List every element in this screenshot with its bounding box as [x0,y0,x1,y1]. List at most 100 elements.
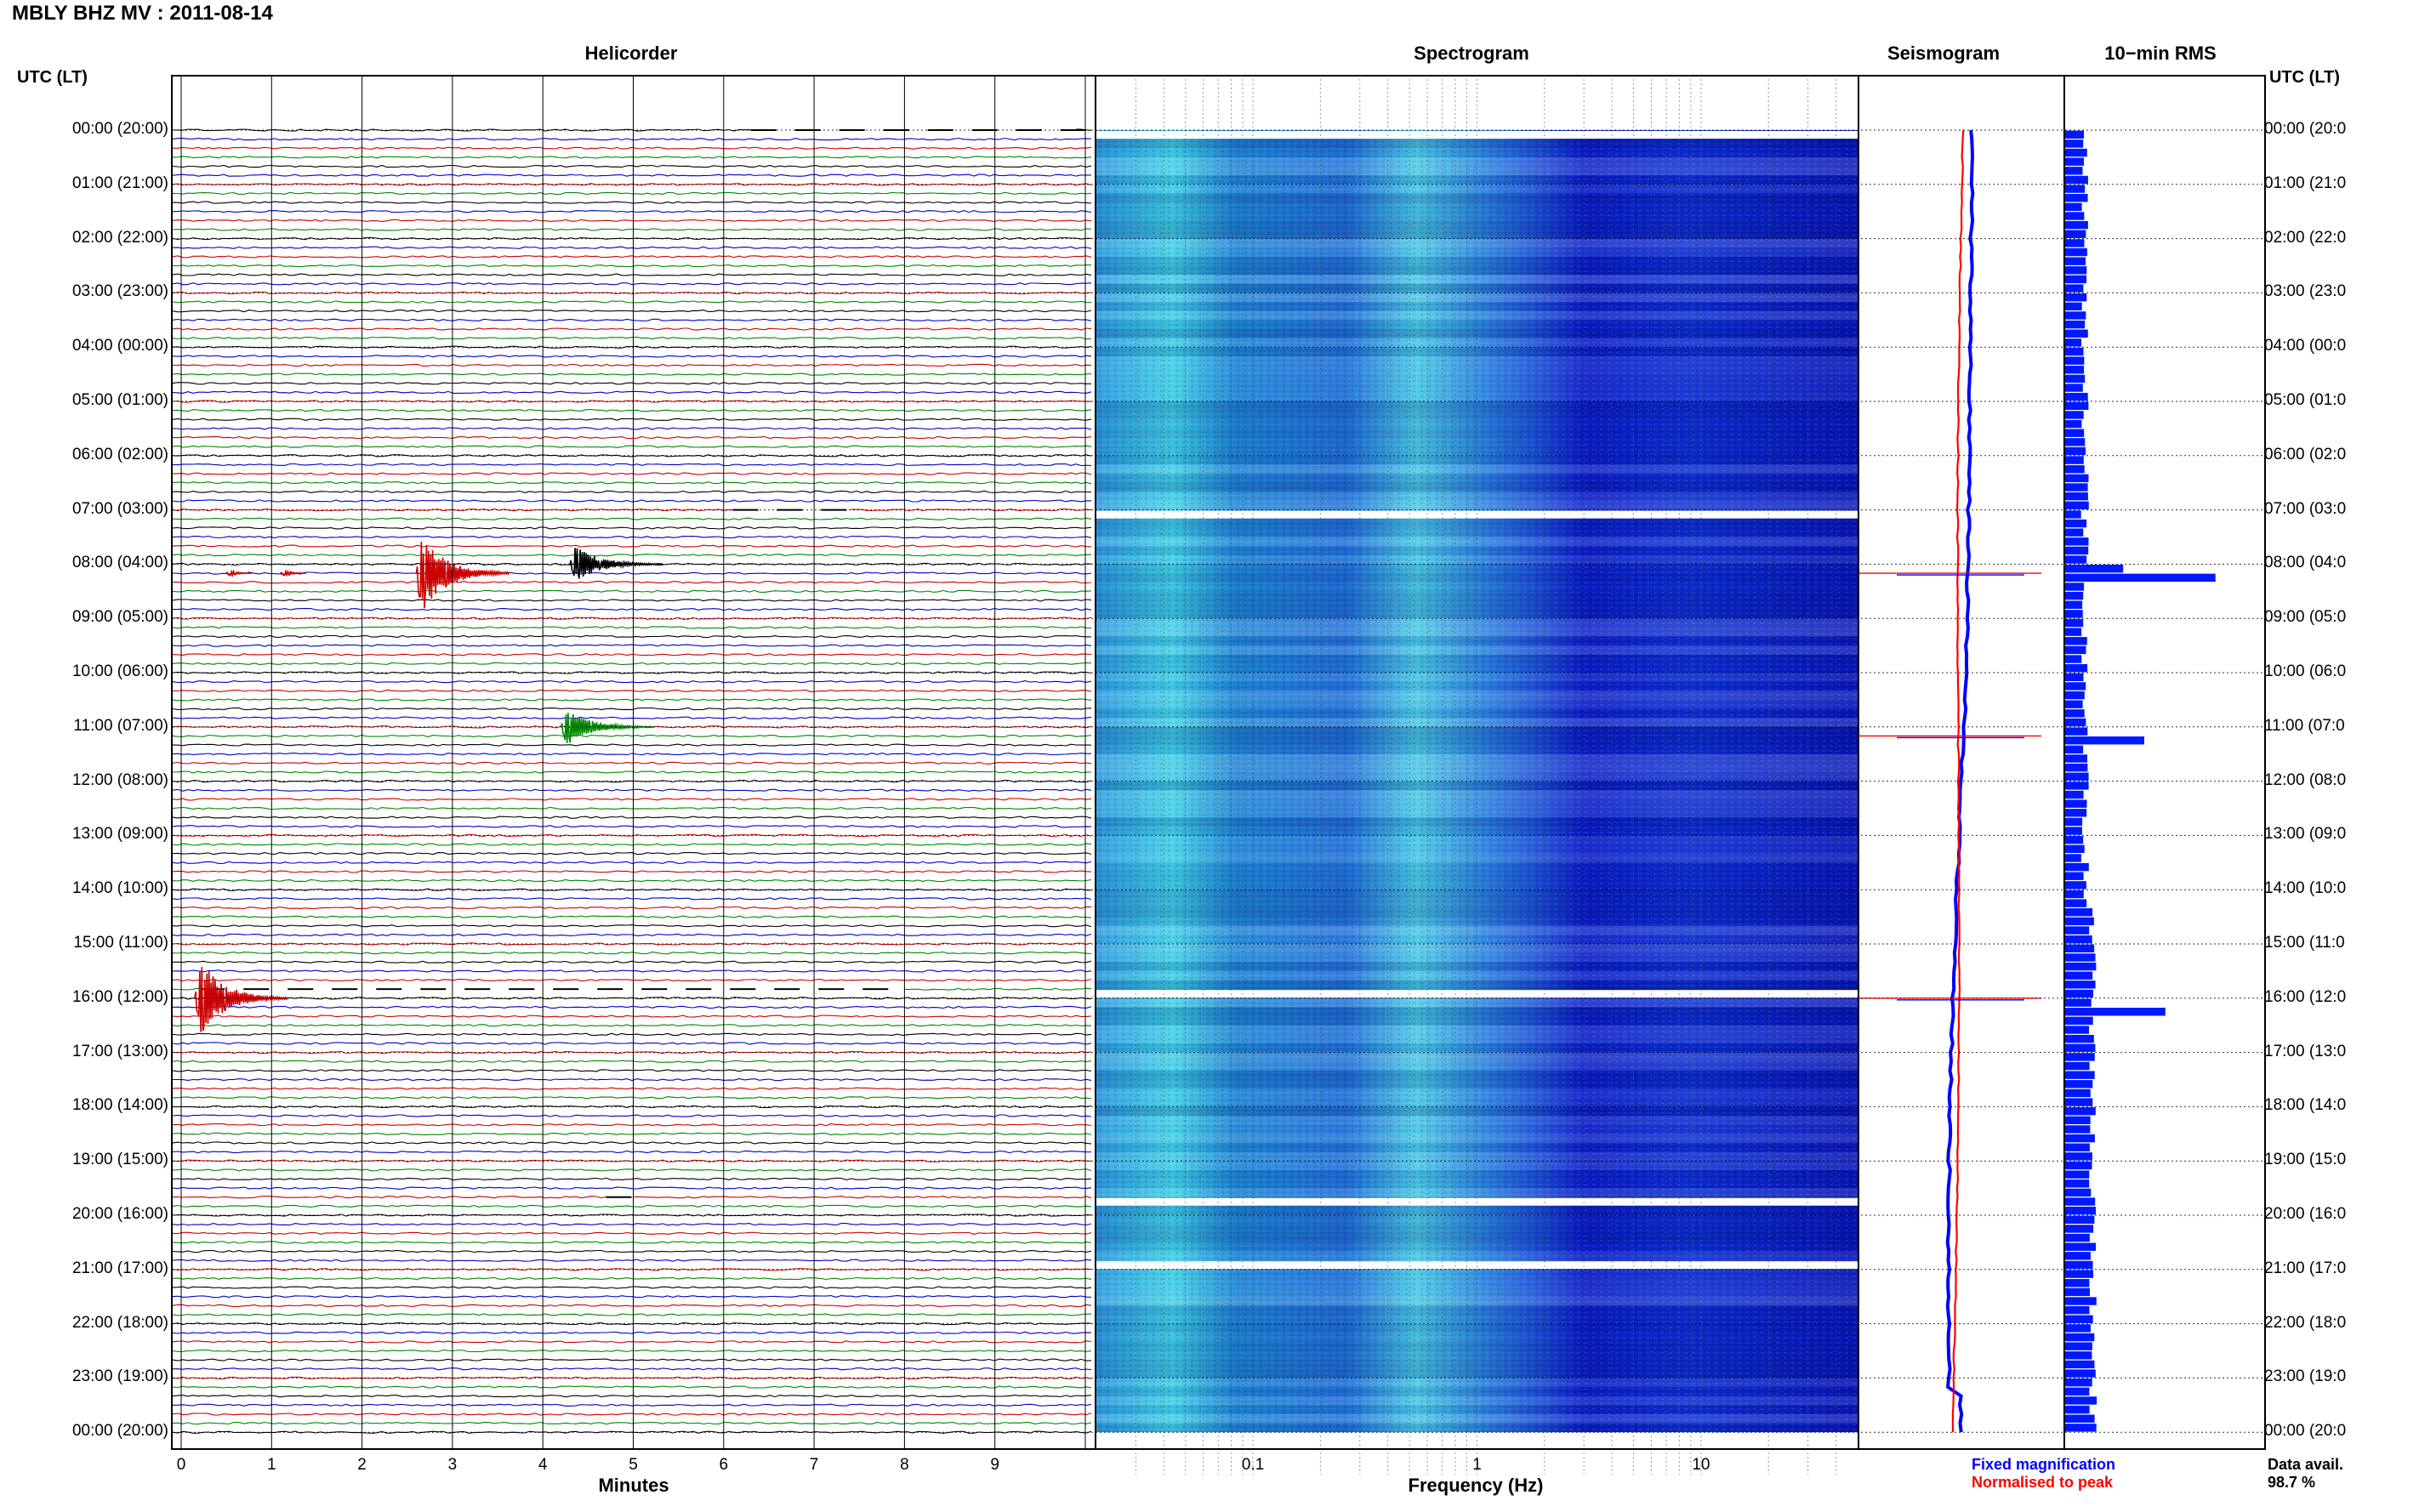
helicorder-trace [172,355,1092,358]
spectrogram-title: Spectrogram [1414,43,1529,64]
spectrogram-row [1096,663,1858,673]
time-label-left: 00:00 (20:00) [71,1422,168,1441]
spectrogram-row [1096,383,1858,393]
spectrogram-row [1096,1179,1858,1189]
helicorder-trace [172,1132,1092,1135]
seismogram-title: Seismogram [1887,43,2001,64]
spectrogram-row [1096,835,1858,845]
spectrogram-row [1096,464,1858,475]
spectrogram-row [1096,654,1858,664]
rms-bar [2065,854,2081,862]
spectrogram-row [1096,1233,1858,1242]
rms-bar [2065,401,2089,410]
helicorder-trace [172,662,1092,666]
spectrogram-row [1096,736,1858,746]
rms-bar [2065,962,2097,971]
spectrogram-row [1096,609,1858,619]
rms-bar [2065,600,2083,609]
helicorder-trace [172,445,1092,448]
time-label-left: 04:00 (00:00) [71,337,168,355]
helicorder-trace [172,761,1092,765]
spectrogram-row [1096,618,1858,628]
time-label-left: 21:00 (17:00) [71,1259,168,1277]
rms-bar [2065,1197,2096,1206]
helicorder-trace [172,1042,1092,1045]
helicorder-trace [172,942,1092,946]
rms-bar [2065,1387,2090,1396]
plot-title: MBLY BHZ MV : 2011-08-14 [12,2,273,25]
rms-bar [2065,1333,2095,1342]
helicorder-trace [172,833,1092,838]
spectrogram-row [1096,763,1858,772]
helicorder-trace [172,1367,1092,1371]
rms-bar [2065,1396,2097,1405]
spectrogram-row [1096,310,1858,321]
minute-tick-label: 9 [990,1456,999,1474]
helicorder-event [279,568,307,577]
time-label-right: 10:00 (06:0 [2264,662,2347,680]
rms-bar [2065,157,2084,166]
rms-bar [2065,446,2086,456]
rms-bar [2065,1161,2092,1170]
helicorder-trace [172,164,1092,168]
spectrogram-row [1096,166,1858,176]
rms-bar [2065,1342,2092,1350]
seismogram-frame [1858,75,2065,1450]
helicorder-trace [172,1304,1092,1307]
rms-title: 10−min RMS [2104,43,2217,64]
helicorder-trace [172,1222,1092,1226]
helicorder-trace [172,554,1092,557]
rms-bar [2065,736,2144,745]
rms-bar [2065,329,2088,338]
time-label-right: 02:00 (22:0 [2264,228,2347,247]
spectrogram-row [1096,944,1858,953]
rms-bar [2065,989,2093,998]
frequency-tick-label: 0.1 [1241,1456,1265,1474]
rms-bar [2065,727,2088,736]
helicorder-trace [172,689,1092,692]
spectrogram-row [1096,546,1858,555]
rms-bar [2065,1324,2091,1333]
helicorder-trace [172,1231,1092,1235]
fixed-magnification-trace [1945,129,1975,1433]
spectrogram-row [1096,455,1858,465]
helicorder-gap [199,986,905,992]
spectrogram-row [1096,1043,1858,1053]
helicorder-trace [173,146,1092,150]
time-label-left: 14:00 (10:00) [71,879,168,898]
spectrogram-row [1096,446,1858,456]
helicorder-trace [172,861,1092,864]
spectrogram-row [1096,745,1858,754]
rms-bar [2065,700,2083,708]
helicorder-title: Helicorder [584,43,678,64]
spectrogram-row [1096,1116,1858,1125]
time-label-right: 01:00 (21:0 [2264,173,2347,192]
rms-bar [2065,1116,2091,1125]
spectrogram-row [1096,1242,1858,1252]
data-avail-label: Data avail. [2268,1456,2344,1473]
rms-bar [2065,546,2089,555]
rms-bar [2065,320,2086,329]
rms-bar [2065,311,2086,320]
spectrogram-row [1096,527,1858,537]
time-label-left: 01:00 (21:00) [71,173,168,192]
rms-bar [2065,266,2087,275]
helicorder-trace [172,201,1092,204]
spectrogram-row [1096,1323,1858,1333]
time-label-left: 22:00 (18:00) [71,1313,168,1332]
rms-bar [2065,528,2084,537]
rms-bar [2065,139,2084,148]
helicorder-trace [172,816,1092,819]
rms-bar [2065,836,2084,844]
rms-bar [2065,645,2086,655]
time-label-left: 18:00 (14:00) [71,1096,168,1115]
rms-bar [2065,1008,2166,1016]
time-label-left: 13:00 (09:00) [71,825,168,844]
helicorder-trace [172,951,1092,955]
rms-bar [2065,998,2092,1007]
helicorder-trace [172,671,1092,674]
minute-tick-label: 4 [538,1456,548,1474]
helicorder-trace [172,310,1092,313]
legend-normalised-to-peak: Normalised to peak [1972,1474,2114,1491]
